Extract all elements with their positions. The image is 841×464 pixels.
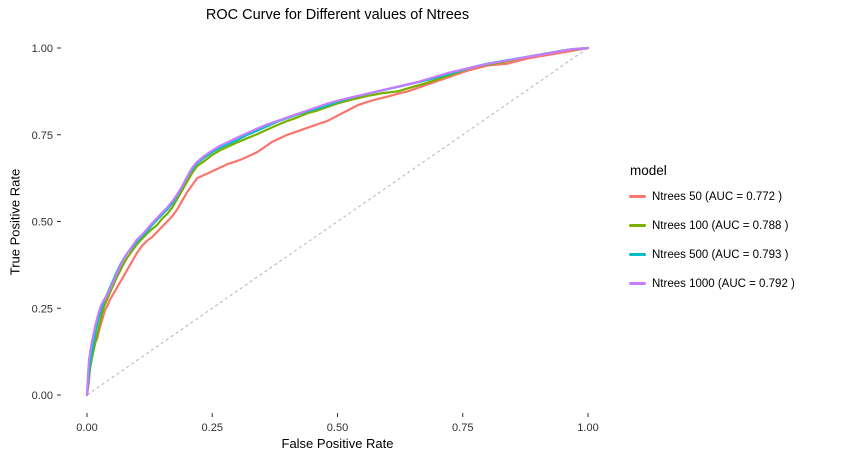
x-tick-label: 0.50 xyxy=(327,422,348,434)
roc-curve-1 xyxy=(85,46,590,397)
legend-item-label: Ntrees 1000 (AUC = 0.792 ) xyxy=(652,277,795,290)
legend-item-label: Ntrees 500 (AUC = 0.793 ) xyxy=(652,248,789,261)
roc-curve-2 xyxy=(85,46,590,397)
chart-title: ROC Curve for Different values of Ntrees xyxy=(205,7,470,23)
legend-key-line xyxy=(629,195,646,198)
legend-title: model xyxy=(630,163,667,178)
y-tick-label: 1.00 xyxy=(32,43,53,55)
legend-key-line xyxy=(629,253,646,256)
y-axis-title: True Positive Rate xyxy=(7,168,23,276)
x-tick-label: 0.75 xyxy=(452,422,473,434)
legend-item-label: Ntrees 100 (AUC = 0.788 ) xyxy=(652,219,789,232)
y-tick-label: 0.75 xyxy=(32,130,53,142)
legend-item: Ntrees 100 (AUC = 0.788 ) xyxy=(629,211,795,240)
legend-item: Ntrees 1000 (AUC = 0.792 ) xyxy=(629,269,795,298)
x-tick-label: 0.25 xyxy=(202,422,223,434)
legend-key-line xyxy=(629,282,646,285)
legend: model Ntrees 50 (AUC = 0.772 ) Ntrees 100… xyxy=(629,163,795,298)
legend-items: Ntrees 50 (AUC = 0.772 ) Ntrees 100 (AUC … xyxy=(629,182,795,298)
legend-key-line xyxy=(629,224,646,227)
legend-item: Ntrees 50 (AUC = 0.772 ) xyxy=(629,182,795,211)
y-tick-label: 0.25 xyxy=(32,303,53,315)
y-tick-label: 0.00 xyxy=(32,390,53,402)
roc-curve-4 xyxy=(85,46,590,397)
x-axis-title: False Positive Rate xyxy=(281,436,394,451)
legend-item: Ntrees 500 (AUC = 0.793 ) xyxy=(629,240,795,269)
y-tick-label: 0.50 xyxy=(32,217,53,229)
x-tick-label: 0.00 xyxy=(76,422,97,434)
legend-item-label: Ntrees 50 (AUC = 0.772 ) xyxy=(652,190,783,203)
x-tick-label: 1.00 xyxy=(577,422,598,434)
